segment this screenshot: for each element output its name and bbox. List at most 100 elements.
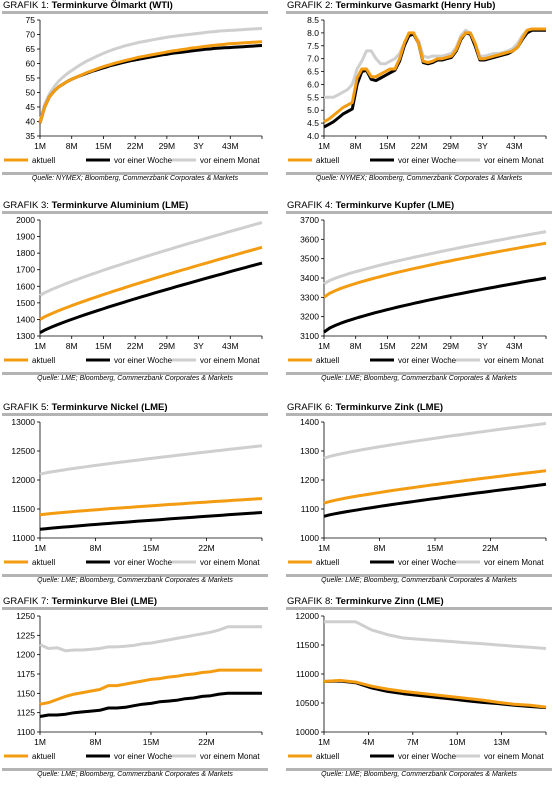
y-tick-label: 1300 [300, 446, 319, 456]
title-divider [286, 11, 552, 14]
x-tick-label: 43M [222, 141, 239, 151]
legend-label: vor einem Monat [200, 356, 260, 365]
x-tick-label: 43M [506, 341, 523, 351]
series-line-aktuell [323, 678, 547, 709]
source-divider [2, 574, 268, 577]
y-tick-label: 1400 [16, 314, 35, 324]
y-tick-label: 3700 [300, 215, 319, 225]
chart-svg: 1300 1400 1500 1600 1700 1800 1900 2000 1M 8M 15M 2… [4, 215, 263, 365]
x-tick-label: 10M [449, 737, 466, 747]
chart-svg: 4.0 4.5 5.0 5.5 6.0 6.5 7.0 7.5 8.0 8.5 1M 8M 15M 22M… [288, 15, 547, 165]
y-tick-label: 1000 [300, 533, 319, 543]
legend-label: vor einer Woche [114, 558, 173, 567]
source-note: Quelle: LME; Bloomberg, Commerzbank Corp… [37, 375, 233, 382]
chart-title-text: Terminkurve Blei (LME) [51, 596, 157, 607]
source-divider [286, 172, 552, 175]
series-line-aktuell [39, 668, 262, 706]
source-note: Quelle: NYMEX; Bloomberg, Commerzbank Co… [31, 175, 239, 182]
x-tick-label: 43M [222, 341, 239, 351]
y-tick-label: 5.0 [307, 105, 319, 115]
chart-panel-6: GRAFIK 6: Terminkurve Zink (LME) 1000 1100… [284, 402, 554, 587]
y-tick-label: 3200 [300, 312, 319, 322]
x-tick-label: 15M [427, 543, 444, 553]
x-tick-label: 8M [374, 543, 386, 553]
x-tick-label: 8M [350, 141, 362, 151]
legend-label: vor einem Monat [484, 156, 544, 165]
y-tick-label: 5.5 [307, 92, 319, 102]
y-tick-label: 11500 [296, 640, 319, 650]
chart-prefix: GRAFIK 3: [3, 200, 52, 211]
chart-title: GRAFIK 4: Terminkurve Kupfer (LME) [287, 200, 454, 211]
source-divider [2, 372, 268, 375]
series-line-vor-einer-Woche [39, 691, 262, 718]
chart-svg: 3100 3200 3300 3400 3500 3600 3700 1M 8M 15M 22M 29… [288, 215, 547, 365]
y-tick-label: 65 [26, 44, 36, 54]
y-tick-label: 1700 [16, 265, 35, 275]
legend-label: aktuell [32, 356, 55, 365]
legend-label: aktuell [316, 156, 339, 165]
source-note: Quelle: NYMEX; Bloomberg, Commerzbank Co… [315, 175, 523, 182]
chart-title-text: Terminkurve Zinn (LME) [335, 596, 444, 607]
chart-prefix: GRAFIK 4: [287, 200, 336, 211]
y-tick-label: 4.5 [307, 118, 319, 128]
x-tick-label: 1M [318, 543, 330, 553]
legend-label: vor einer Woche [114, 752, 173, 761]
y-tick-label: 1300 [16, 331, 35, 341]
x-tick-label: 8M [350, 341, 362, 351]
x-tick-label: 8M [66, 341, 78, 351]
y-tick-label: 1100 [17, 727, 36, 737]
x-tick-label: 22M [198, 543, 215, 553]
series-line-aktuell [323, 27, 546, 124]
y-tick-label: 12000 [11, 475, 35, 485]
source-note: Quelle: LME; Bloomberg, Commerzbank Corp… [321, 771, 517, 778]
legend-label: vor einem Monat [200, 156, 260, 165]
y-tick-label: 55 [26, 73, 36, 83]
series-line-aktuell [38, 40, 263, 124]
chart-title: GRAFIK 6: Terminkurve Zink (LME) [287, 402, 443, 413]
chart-title: GRAFIK 2: Terminkurve Gasmarkt (Henry Hu… [287, 0, 495, 11]
legend-label: vor einer Woche [398, 156, 457, 165]
y-tick-label: 45 [26, 102, 36, 112]
series-line-aktuell [323, 241, 547, 299]
title-divider [2, 211, 268, 214]
legend-label: vor einem Monat [484, 558, 544, 567]
chart-title-text: Terminkurve Aluminium (LME) [51, 200, 189, 211]
x-tick-label: 1M [34, 543, 46, 553]
legend-label: vor einer Woche [114, 156, 173, 165]
legend-label: vor einer Woche [398, 356, 457, 365]
y-tick-label: 7.0 [307, 54, 319, 64]
x-tick-label: 15M [95, 341, 112, 351]
chart-title-text: Terminkurve Zink (LME) [335, 402, 444, 413]
y-tick-label: 3300 [300, 292, 319, 302]
chart-prefix: GRAFIK 6: [287, 402, 336, 413]
source-note: Quelle: LME; Bloomberg, Commerzbank Corp… [37, 771, 233, 778]
x-tick-label: 15M [379, 141, 396, 151]
x-tick-label: 8M [90, 543, 102, 553]
y-tick-label: 35 [26, 131, 36, 141]
y-tick-label: 1500 [16, 298, 35, 308]
y-tick-label: 13000 [11, 417, 35, 427]
x-tick-label: 15M [379, 341, 396, 351]
title-divider [2, 413, 268, 416]
legend-label: vor einer Woche [114, 356, 173, 365]
y-tick-label: 7.5 [307, 41, 319, 51]
y-tick-label: 1400 [300, 417, 319, 427]
y-tick-label: 1175 [17, 669, 36, 679]
chart-panel-3: GRAFIK 3: Terminkurve Aluminium (LME) 130… [0, 200, 270, 385]
chart-title-text: Terminkurve Ölmarkt (WTI) [51, 0, 173, 11]
y-tick-label: 1200 [16, 650, 35, 660]
legend-label: vor einer Woche [398, 558, 457, 567]
series-line-aktuell [39, 245, 263, 321]
title-divider [286, 413, 552, 416]
chart-title: GRAFIK 3: Terminkurve Aluminium (LME) [3, 200, 188, 211]
x-tick-label: 1M [34, 341, 46, 351]
series-line-vor-einer-Woche [323, 482, 547, 518]
x-tick-label: 4M [362, 737, 374, 747]
series-line-vor-einem-Monat [38, 26, 263, 122]
chart-svg: 1100 1125 1150 1175 1200 1225 1250 1M 8M 15M 22M ak… [4, 611, 263, 761]
legend-label: vor einem Monat [484, 356, 544, 365]
y-tick-label: 3100 [300, 331, 319, 341]
y-tick-label: 60 [26, 59, 36, 69]
title-divider [2, 607, 268, 610]
y-tick-label: 1100 [301, 504, 320, 514]
